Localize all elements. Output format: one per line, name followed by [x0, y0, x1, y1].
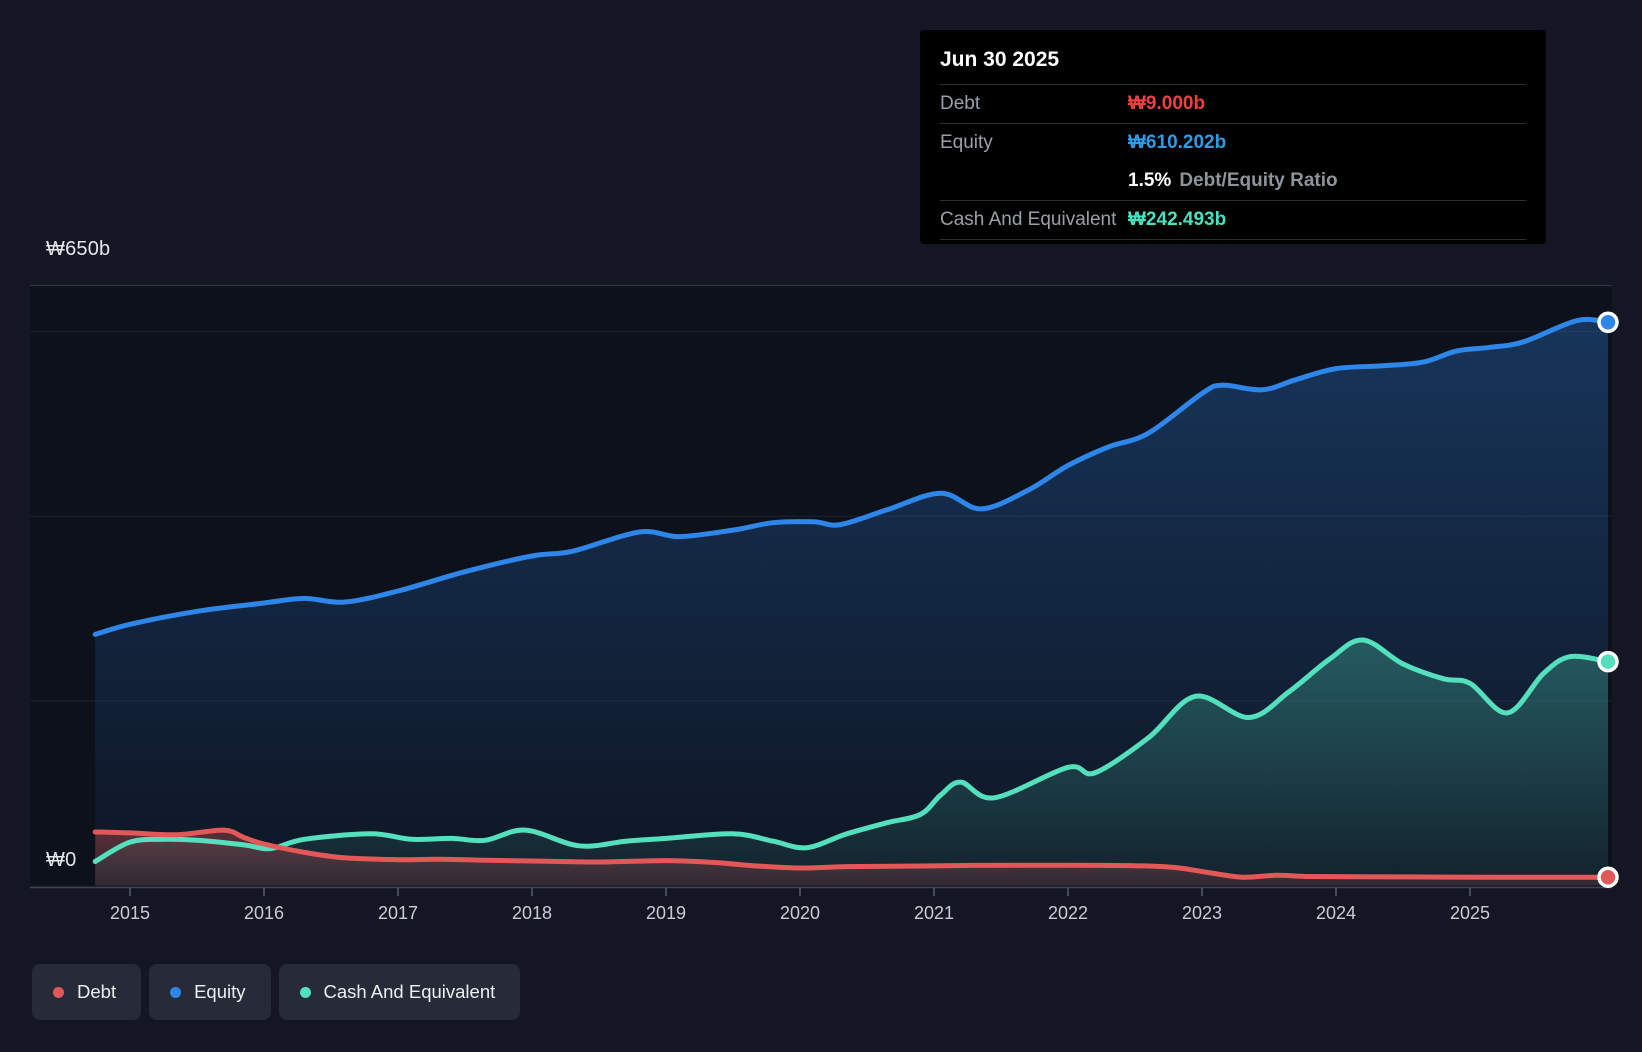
legend: Debt Equity Cash And Equivalent	[32, 964, 521, 1020]
cash-and-equivalent-area	[95, 639, 1609, 886]
year-label-2021: 2021	[913, 903, 955, 923]
tooltip-row-equity: Equity ₩610.202b	[940, 132, 1227, 153]
y-axis-zero-label: ₩0	[46, 849, 77, 871]
cash-dot-icon	[299, 986, 311, 998]
year-label-2023: 2023	[1181, 903, 1223, 923]
legend-item-cash[interactable]: Cash And Equivalent	[278, 964, 521, 1020]
debt-line	[92, 827, 1611, 880]
tooltip-cash-value: ₩242.493b	[1128, 209, 1227, 230]
equity-line	[92, 316, 1611, 637]
debt-equity-ratio-label: Debt/Equity Ratio	[1179, 170, 1338, 191]
tooltip-row-debt: Debt ₩9.000b	[940, 85, 1526, 124]
tooltip-date: Jun 30 2025	[940, 42, 1526, 85]
y-axis-max-label: ₩650b	[46, 238, 111, 260]
year-label-2025: 2025	[1449, 903, 1491, 923]
equity-dot-icon	[170, 986, 182, 998]
year-label-2019: 2019	[645, 903, 687, 923]
cash-and-equivalent-end-marker	[1597, 650, 1619, 673]
year-label-2015: 2015	[109, 903, 151, 923]
year-label-2018: 2018	[511, 903, 553, 923]
legend-item-debt[interactable]: Debt	[32, 964, 142, 1020]
equity-end-marker	[1597, 311, 1619, 333]
legend-item-equity[interactable]: Equity	[149, 964, 271, 1020]
debt-area	[95, 830, 1609, 886]
tooltip-row-cash: Cash And Equivalent ₩242.493b	[940, 201, 1526, 240]
hover-tooltip: Jun 30 2025 Debt ₩9.000b Equity ₩610.202…	[920, 30, 1546, 244]
tooltip-row-ratio: 1.5% Debt/Equity Ratio	[940, 162, 1526, 201]
cash-and-equivalent-line	[92, 637, 1611, 864]
year-label-2024: 2024	[1315, 903, 1357, 923]
year-label-2017: 2017	[377, 903, 419, 923]
tooltip-debt-value: ₩9.000b	[1128, 93, 1206, 114]
debt-equity-ratio-value: 1.5%	[1128, 170, 1172, 191]
tooltip-equity-value: ₩610.202b	[1128, 132, 1227, 153]
debt-dot-icon	[53, 986, 64, 998]
year-label-2020: 2020	[779, 903, 821, 923]
year-label-2016: 2016	[243, 903, 285, 923]
debt-end-marker	[1597, 866, 1619, 888]
year-label-2022: 2022	[1047, 903, 1089, 923]
